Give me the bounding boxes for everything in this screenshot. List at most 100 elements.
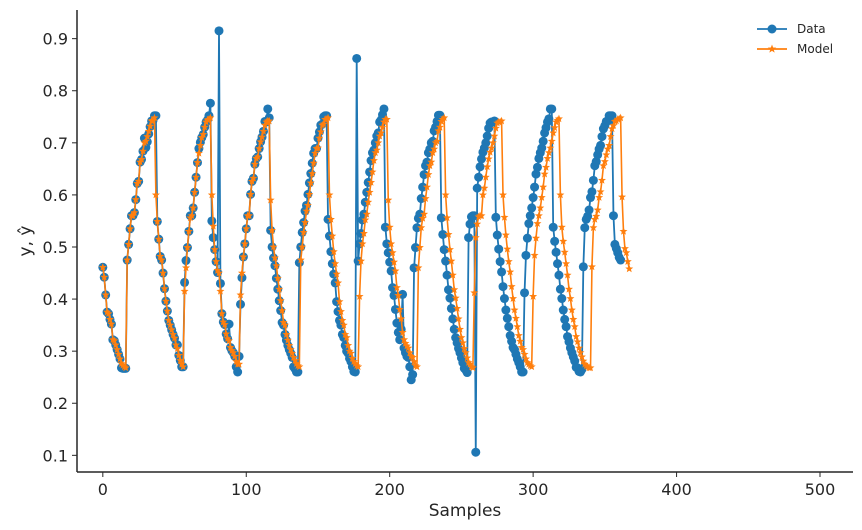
model-point bbox=[532, 233, 540, 242]
model-point bbox=[368, 167, 377, 176]
model-point bbox=[213, 266, 222, 274]
model-point bbox=[258, 132, 267, 141]
data-point bbox=[548, 222, 558, 232]
model-point bbox=[530, 251, 539, 259]
model-point bbox=[481, 173, 490, 181]
model-point bbox=[345, 346, 354, 355]
model-point bbox=[524, 359, 533, 368]
model-point bbox=[523, 358, 532, 367]
x-tick-label: 400 bbox=[661, 480, 692, 499]
model-point bbox=[501, 230, 510, 239]
model-point bbox=[453, 304, 462, 312]
model-point bbox=[622, 248, 631, 257]
model-point bbox=[174, 351, 183, 359]
data-point bbox=[471, 447, 481, 457]
data-point bbox=[436, 213, 446, 223]
data-point bbox=[551, 247, 561, 257]
model-point bbox=[592, 212, 601, 220]
model-point bbox=[580, 359, 589, 368]
data-point bbox=[442, 270, 452, 280]
data-point bbox=[616, 255, 626, 265]
model-point bbox=[428, 148, 437, 157]
model-point bbox=[114, 350, 123, 358]
model-point bbox=[451, 293, 460, 302]
model-point bbox=[424, 170, 433, 178]
model-point bbox=[487, 143, 496, 152]
data-point bbox=[522, 233, 532, 243]
model-point bbox=[113, 345, 122, 353]
model-point bbox=[417, 223, 426, 232]
data-point bbox=[544, 114, 554, 124]
x-tick-label: 0 bbox=[98, 480, 108, 499]
model-point bbox=[445, 245, 454, 253]
model-point bbox=[316, 127, 325, 136]
model-point bbox=[470, 288, 479, 297]
model-point bbox=[603, 144, 612, 153]
model-point bbox=[226, 343, 235, 351]
model-point bbox=[309, 158, 318, 167]
y-tick-label: 0.6 bbox=[43, 186, 68, 205]
model-point bbox=[605, 141, 614, 149]
data-point bbox=[439, 245, 449, 255]
model-point bbox=[544, 148, 553, 157]
model-point bbox=[557, 223, 566, 231]
model-point bbox=[593, 205, 602, 214]
model-point bbox=[210, 245, 219, 253]
data-point bbox=[530, 182, 540, 192]
model-point bbox=[100, 273, 109, 281]
model-point bbox=[440, 113, 449, 122]
model-point bbox=[415, 243, 424, 251]
model-point bbox=[138, 146, 147, 155]
model-point bbox=[521, 354, 530, 363]
data-point bbox=[445, 293, 455, 303]
model-point bbox=[256, 137, 265, 146]
series-model bbox=[98, 113, 634, 372]
model-point bbox=[390, 257, 398, 266]
model-point bbox=[595, 193, 604, 201]
model-point bbox=[402, 341, 411, 350]
model-point bbox=[358, 239, 367, 248]
data-point bbox=[555, 284, 565, 294]
model-point bbox=[405, 348, 414, 357]
model-point bbox=[514, 331, 523, 339]
model-point bbox=[215, 268, 223, 277]
model-point bbox=[503, 244, 512, 253]
model-point bbox=[468, 363, 477, 372]
model-point bbox=[537, 193, 546, 201]
model-point bbox=[332, 269, 341, 278]
data-point bbox=[577, 364, 587, 374]
model-point bbox=[517, 343, 526, 351]
data-point bbox=[482, 131, 492, 141]
model-point bbox=[160, 284, 169, 293]
model-point bbox=[473, 219, 482, 228]
model-point bbox=[491, 124, 500, 132]
model-point bbox=[582, 361, 591, 370]
model-point bbox=[497, 116, 506, 125]
model-point bbox=[401, 339, 410, 347]
y-tick-label: 0.9 bbox=[43, 30, 68, 49]
model-point bbox=[397, 314, 406, 323]
model-point bbox=[289, 353, 298, 361]
model-point bbox=[450, 285, 459, 294]
model-point bbox=[200, 122, 209, 131]
model-point bbox=[163, 306, 172, 315]
model-point bbox=[329, 247, 338, 256]
model-point bbox=[103, 307, 112, 316]
model-point bbox=[280, 320, 289, 329]
data-point bbox=[465, 219, 475, 229]
data-point bbox=[438, 229, 448, 239]
model-point bbox=[587, 262, 596, 271]
data-point bbox=[491, 212, 501, 222]
model-point bbox=[421, 194, 430, 202]
model-point bbox=[342, 333, 351, 342]
model-point bbox=[169, 330, 178, 338]
model-point bbox=[344, 341, 353, 349]
model-point bbox=[222, 329, 231, 338]
model-point bbox=[126, 224, 135, 233]
model-point bbox=[596, 187, 605, 196]
x-axis-ticks: 0 100 200 300 400 500 bbox=[98, 472, 835, 499]
model-point bbox=[338, 316, 347, 324]
x-tick-label: 100 bbox=[231, 480, 262, 499]
model-point bbox=[306, 178, 315, 187]
model-point bbox=[566, 294, 575, 302]
